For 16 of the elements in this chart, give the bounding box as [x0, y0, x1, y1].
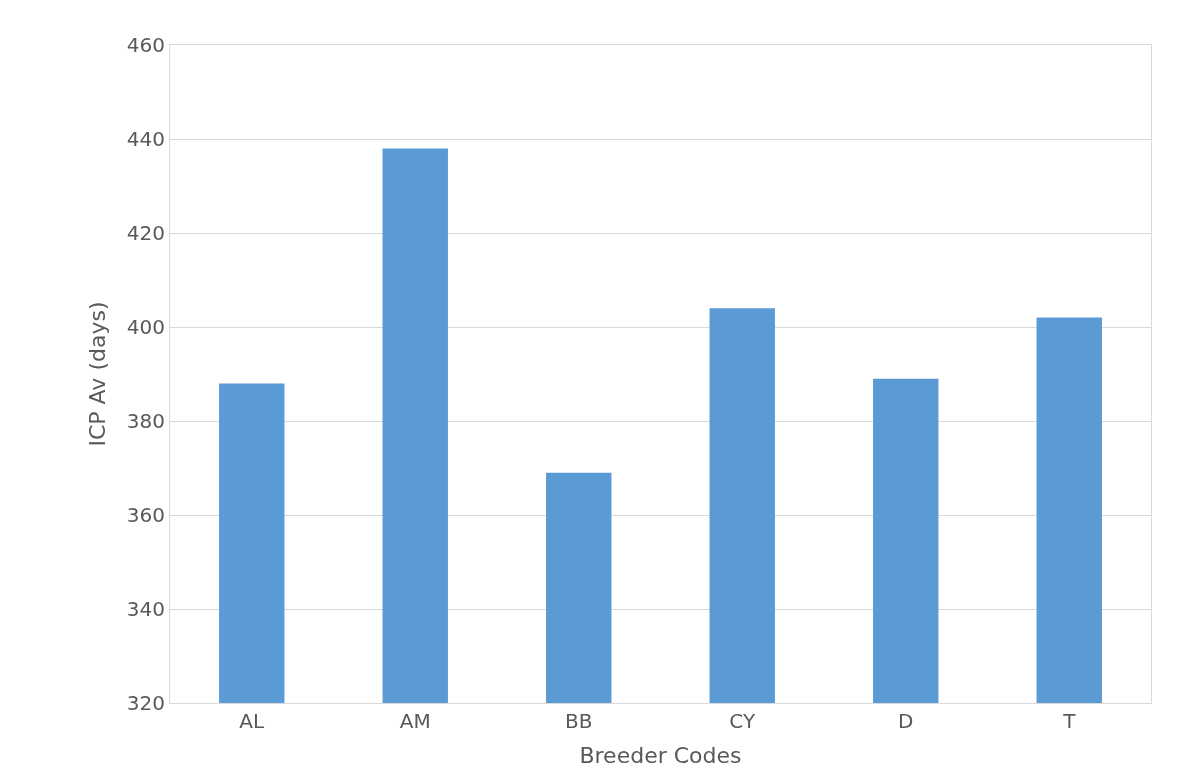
x-tick-label: BB [565, 709, 593, 733]
y-tick-label: 320 [126, 691, 165, 715]
x-tick-label: AM [399, 709, 431, 733]
x-axis-title: Breeder Codes [579, 742, 742, 768]
x-tick-label: D [898, 709, 914, 733]
x-tick-label: AL [239, 709, 266, 733]
y-tick-label: 420 [126, 221, 165, 245]
y-tick-label: 400 [126, 315, 165, 339]
y-tick-label: 460 [126, 33, 165, 57]
y-axis-title: ICP Av (days) [84, 301, 110, 447]
x-tick-label: T [1062, 709, 1077, 733]
y-tick-label: 380 [126, 409, 165, 433]
x-tick-label: CY [729, 709, 756, 733]
y-tick-label: 340 [126, 597, 165, 621]
y-tick-label: 440 [126, 127, 165, 151]
y-tick-label: 360 [126, 503, 165, 527]
